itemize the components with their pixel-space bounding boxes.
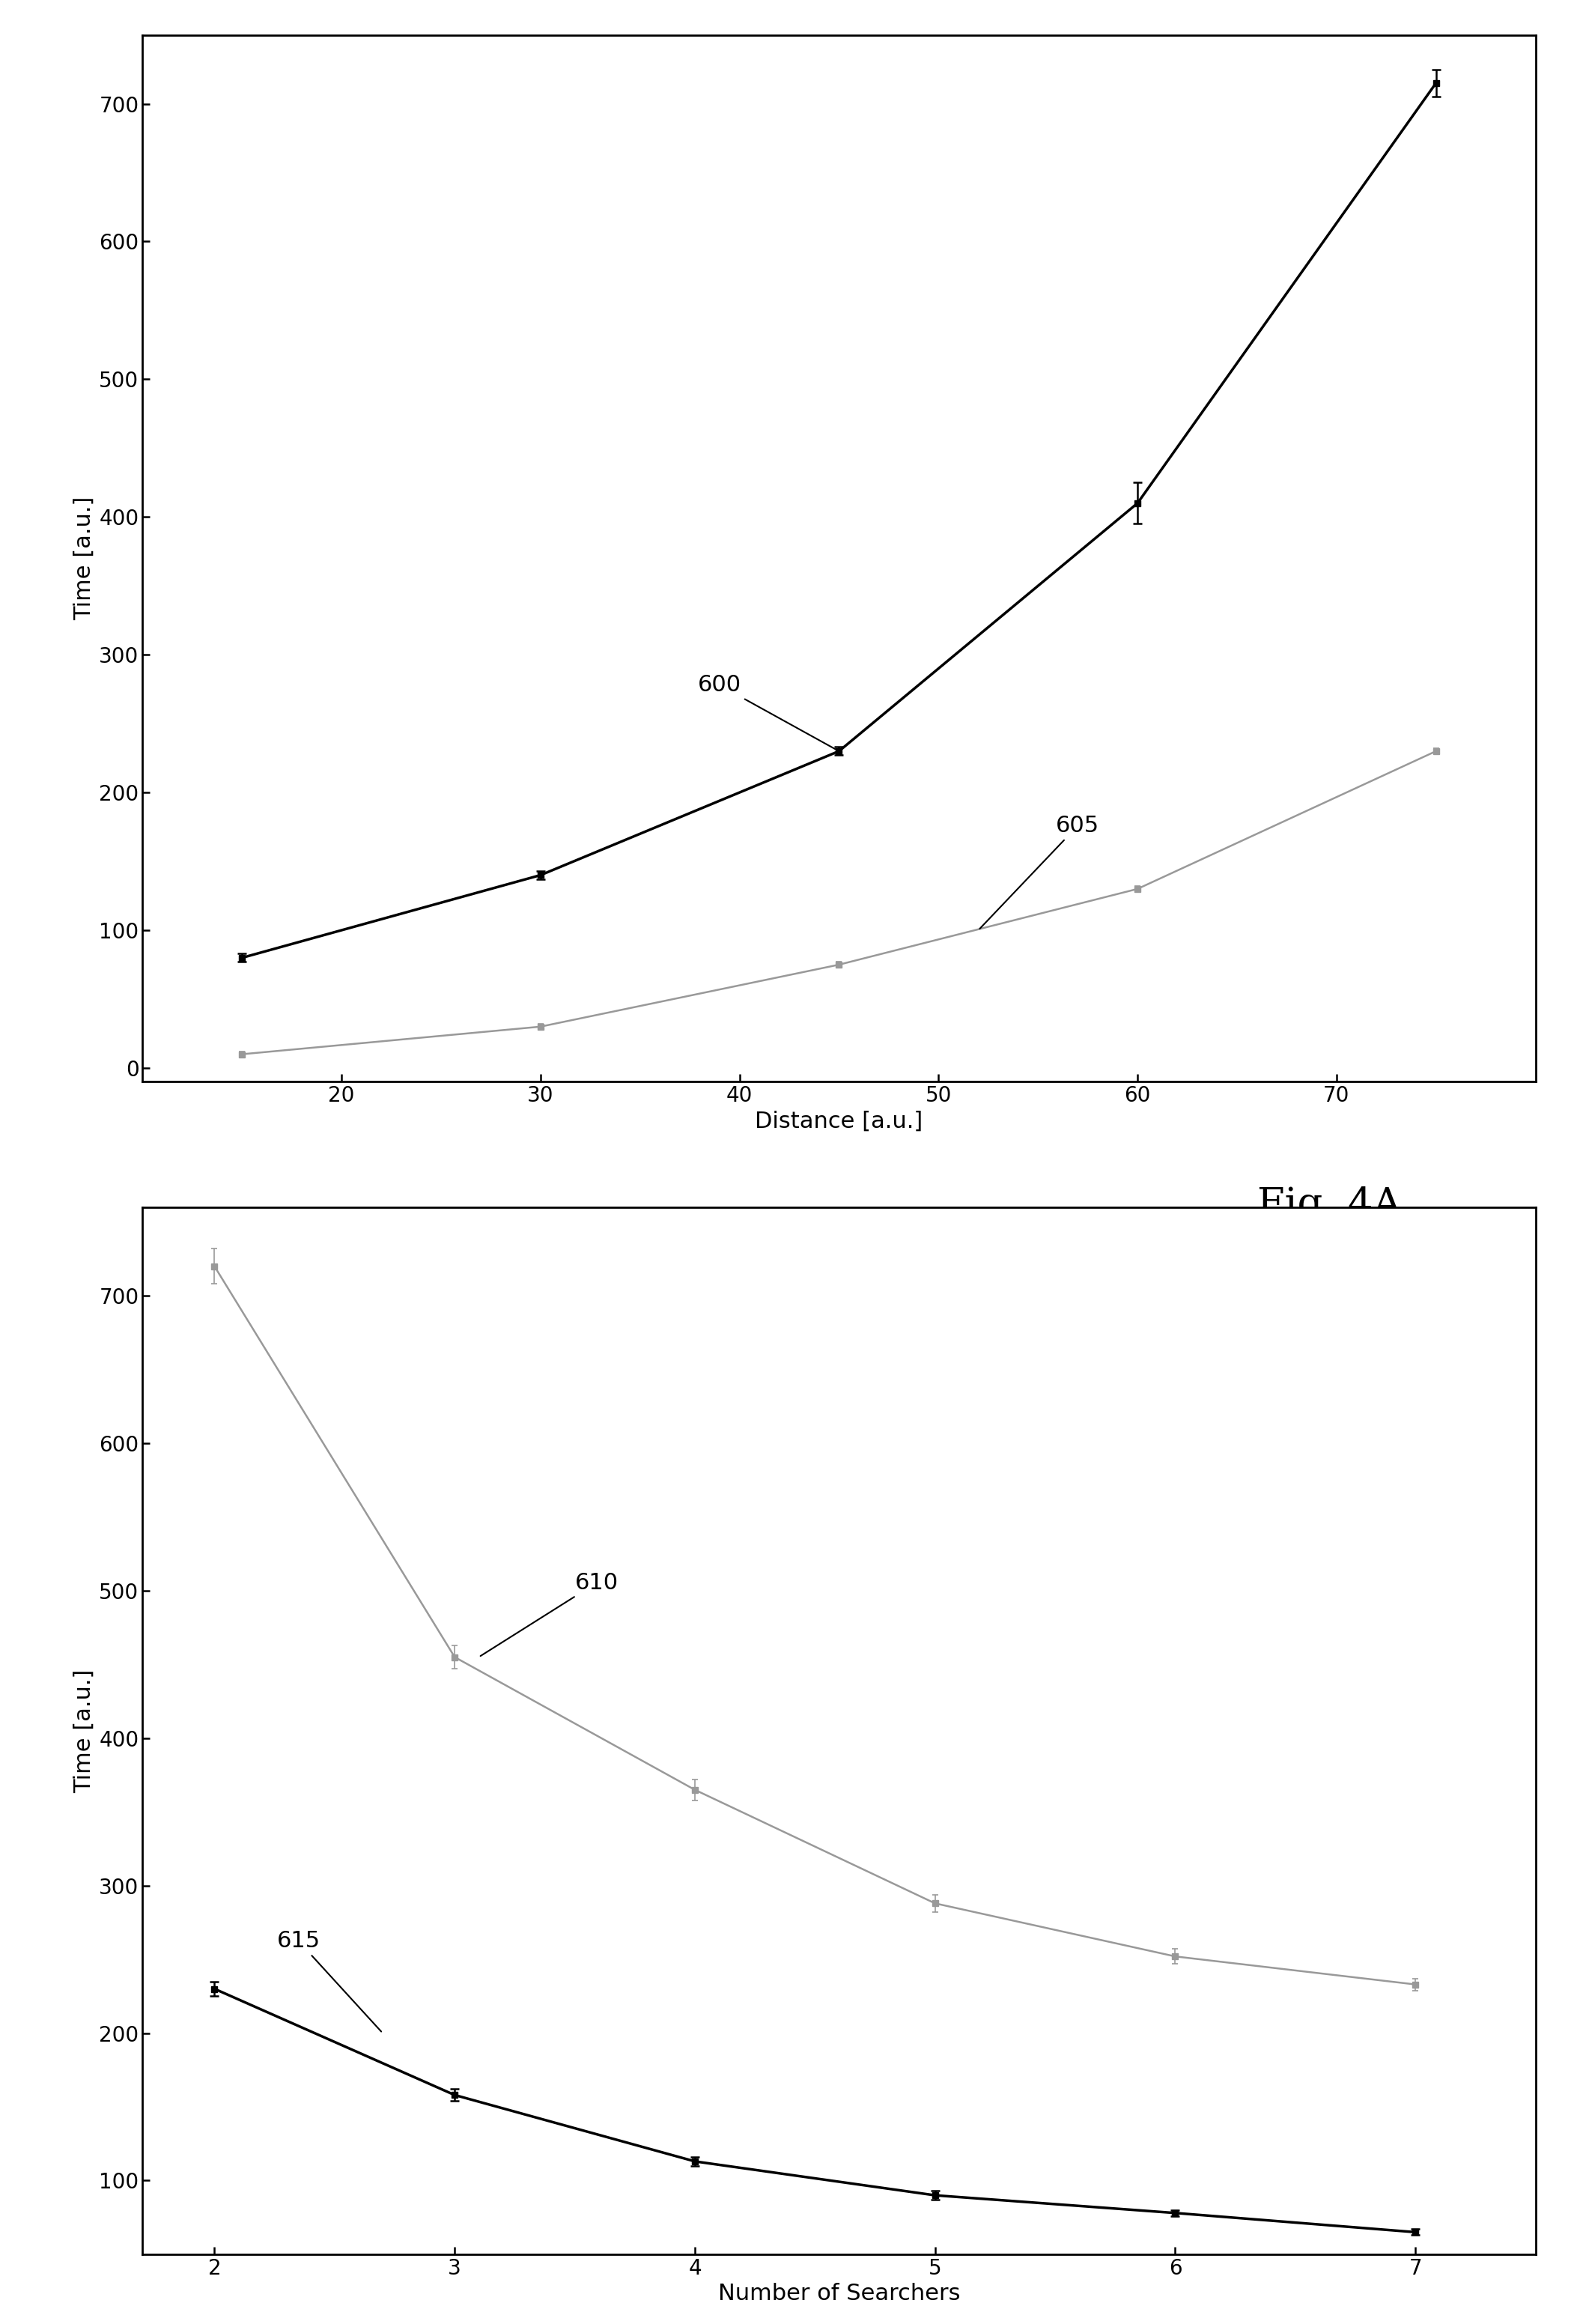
Text: 600: 600 (698, 674, 837, 751)
Y-axis label: Time [a.u.]: Time [a.u.] (73, 497, 95, 621)
Text: 605: 605 (980, 816, 1100, 930)
X-axis label: Number of Searchers: Number of Searchers (717, 2282, 961, 2305)
X-axis label: Distance [a.u.]: Distance [a.u.] (755, 1111, 923, 1132)
Y-axis label: Time [a.u.]: Time [a.u.] (73, 1669, 95, 1792)
Text: Fig. 4A: Fig. 4A (1257, 1188, 1401, 1225)
Text: 610: 610 (481, 1571, 619, 1657)
Text: 615: 615 (277, 1931, 382, 2031)
